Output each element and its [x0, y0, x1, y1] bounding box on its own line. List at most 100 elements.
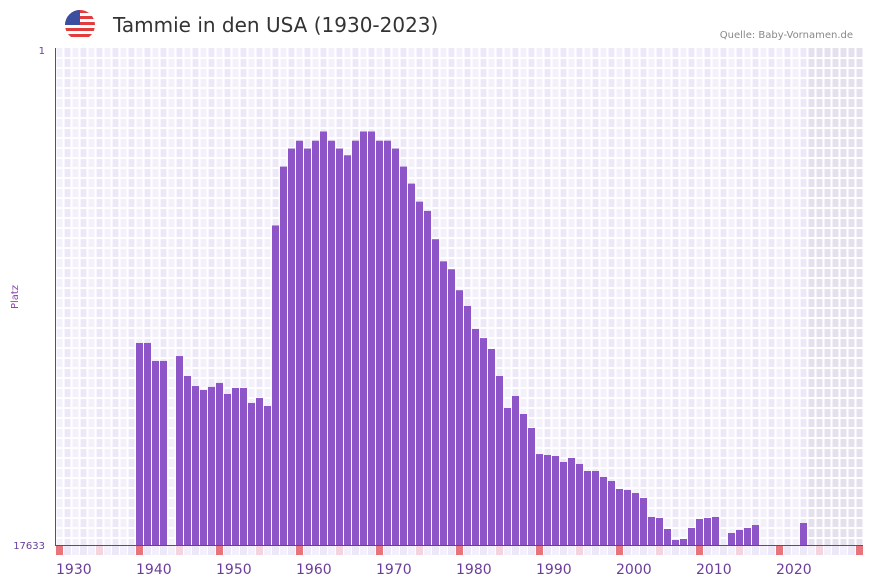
bar-1960[interactable] [296, 140, 303, 545]
bar-1950[interactable] [216, 382, 223, 545]
source-link[interactable]: Quelle: Baby-Vornamen.de [719, 30, 853, 41]
bar-1963[interactable] [320, 131, 327, 546]
bar-2006[interactable] [664, 529, 671, 545]
bar-2002[interactable] [632, 493, 639, 545]
bar-2003[interactable] [640, 498, 647, 545]
bar-1991[interactable] [544, 455, 551, 545]
bar-1973[interactable] [400, 166, 407, 545]
year-marker [72, 546, 79, 555]
year-marker [88, 546, 95, 555]
bar-1961[interactable] [304, 148, 311, 545]
grid-column [696, 48, 703, 545]
grid-column [160, 48, 167, 545]
bar-1980[interactable] [456, 290, 463, 545]
bar-1965[interactable] [336, 148, 343, 545]
year-marker [704, 546, 711, 555]
bar-1990[interactable] [536, 454, 543, 545]
year-marker [104, 546, 111, 555]
bar-1941[interactable] [144, 342, 151, 545]
bar-1947[interactable] [192, 386, 199, 545]
bar-2017[interactable] [752, 525, 759, 545]
bar-1977[interactable] [432, 239, 439, 545]
grid-column [592, 48, 599, 545]
bar-1998[interactable] [600, 476, 607, 545]
bar-1971[interactable] [384, 140, 391, 545]
bar-1955[interactable] [256, 398, 263, 545]
bar-1999[interactable] [608, 480, 615, 545]
year-marker [440, 546, 447, 555]
bar-1966[interactable] [344, 155, 351, 546]
bar-1982[interactable] [472, 328, 479, 545]
year-marker [576, 546, 583, 555]
bar-1970[interactable] [376, 140, 383, 545]
bar-1986[interactable] [504, 407, 511, 545]
bar-1987[interactable] [512, 395, 519, 545]
grid-column [720, 48, 727, 545]
bar-1969[interactable] [368, 131, 375, 546]
bar-1954[interactable] [248, 402, 255, 545]
bar-1997[interactable] [592, 470, 599, 545]
bar-1983[interactable] [480, 338, 487, 545]
grid-column [96, 48, 103, 545]
bar-1964[interactable] [328, 140, 335, 545]
bar-1962[interactable] [312, 140, 319, 545]
bar-1942[interactable] [152, 360, 159, 545]
bar-1975[interactable] [416, 201, 423, 545]
bar-2005[interactable] [656, 518, 663, 545]
bar-1968[interactable] [360, 131, 367, 546]
bar-1945[interactable] [176, 356, 183, 545]
bar-1985[interactable] [496, 376, 503, 545]
bar-1974[interactable] [408, 183, 415, 545]
bar-1972[interactable] [392, 148, 399, 545]
bar-1952[interactable] [232, 387, 239, 545]
bar-1958[interactable] [280, 166, 287, 545]
bar-2008[interactable] [680, 538, 687, 545]
grid-column [168, 48, 175, 545]
bar-1957[interactable] [272, 225, 279, 545]
year-marker [456, 546, 463, 555]
bar-1995[interactable] [576, 463, 583, 545]
bar-1979[interactable] [448, 269, 455, 545]
bar-2000[interactable] [616, 488, 623, 545]
bar-2009[interactable] [688, 527, 695, 545]
bar-1967[interactable] [352, 140, 359, 545]
grid-column [264, 48, 271, 545]
bar-1993[interactable] [560, 461, 567, 545]
bar-1996[interactable] [584, 470, 591, 545]
bar-1994[interactable] [568, 458, 575, 545]
year-marker [784, 546, 791, 555]
grid-column [248, 48, 255, 545]
bar-1984[interactable] [488, 348, 495, 545]
bar-2007[interactable] [672, 539, 679, 545]
bar-2016[interactable] [744, 527, 751, 545]
bar-1992[interactable] [552, 455, 559, 545]
bar-1956[interactable] [264, 405, 271, 545]
bar-2023[interactable] [800, 523, 807, 545]
bar-1959[interactable] [288, 148, 295, 545]
bar-2011[interactable] [704, 518, 711, 545]
bar-2010[interactable] [696, 519, 703, 545]
grid-column [152, 48, 159, 545]
grid-column [144, 48, 151, 545]
bar-1988[interactable] [520, 413, 527, 545]
bar-1946[interactable] [184, 376, 191, 545]
bar-1989[interactable] [528, 428, 535, 545]
bar-1953[interactable] [240, 387, 247, 545]
year-marker [760, 546, 767, 555]
bar-2015[interactable] [736, 529, 743, 545]
bar-2012[interactable] [712, 516, 719, 545]
bar-2001[interactable] [624, 490, 631, 545]
bar-1976[interactable] [424, 210, 431, 545]
bar-2014[interactable] [728, 532, 735, 545]
year-marker [424, 546, 431, 555]
bar-1949[interactable] [208, 386, 215, 545]
bar-1943[interactable] [160, 360, 167, 545]
year-marker [616, 546, 623, 555]
bar-1940[interactable] [136, 342, 143, 545]
bar-1951[interactable] [224, 393, 231, 545]
bar-1948[interactable] [200, 389, 207, 545]
bar-1978[interactable] [440, 261, 447, 545]
bar-2004[interactable] [648, 516, 655, 545]
bar-1981[interactable] [464, 305, 471, 545]
year-marker [472, 546, 479, 555]
